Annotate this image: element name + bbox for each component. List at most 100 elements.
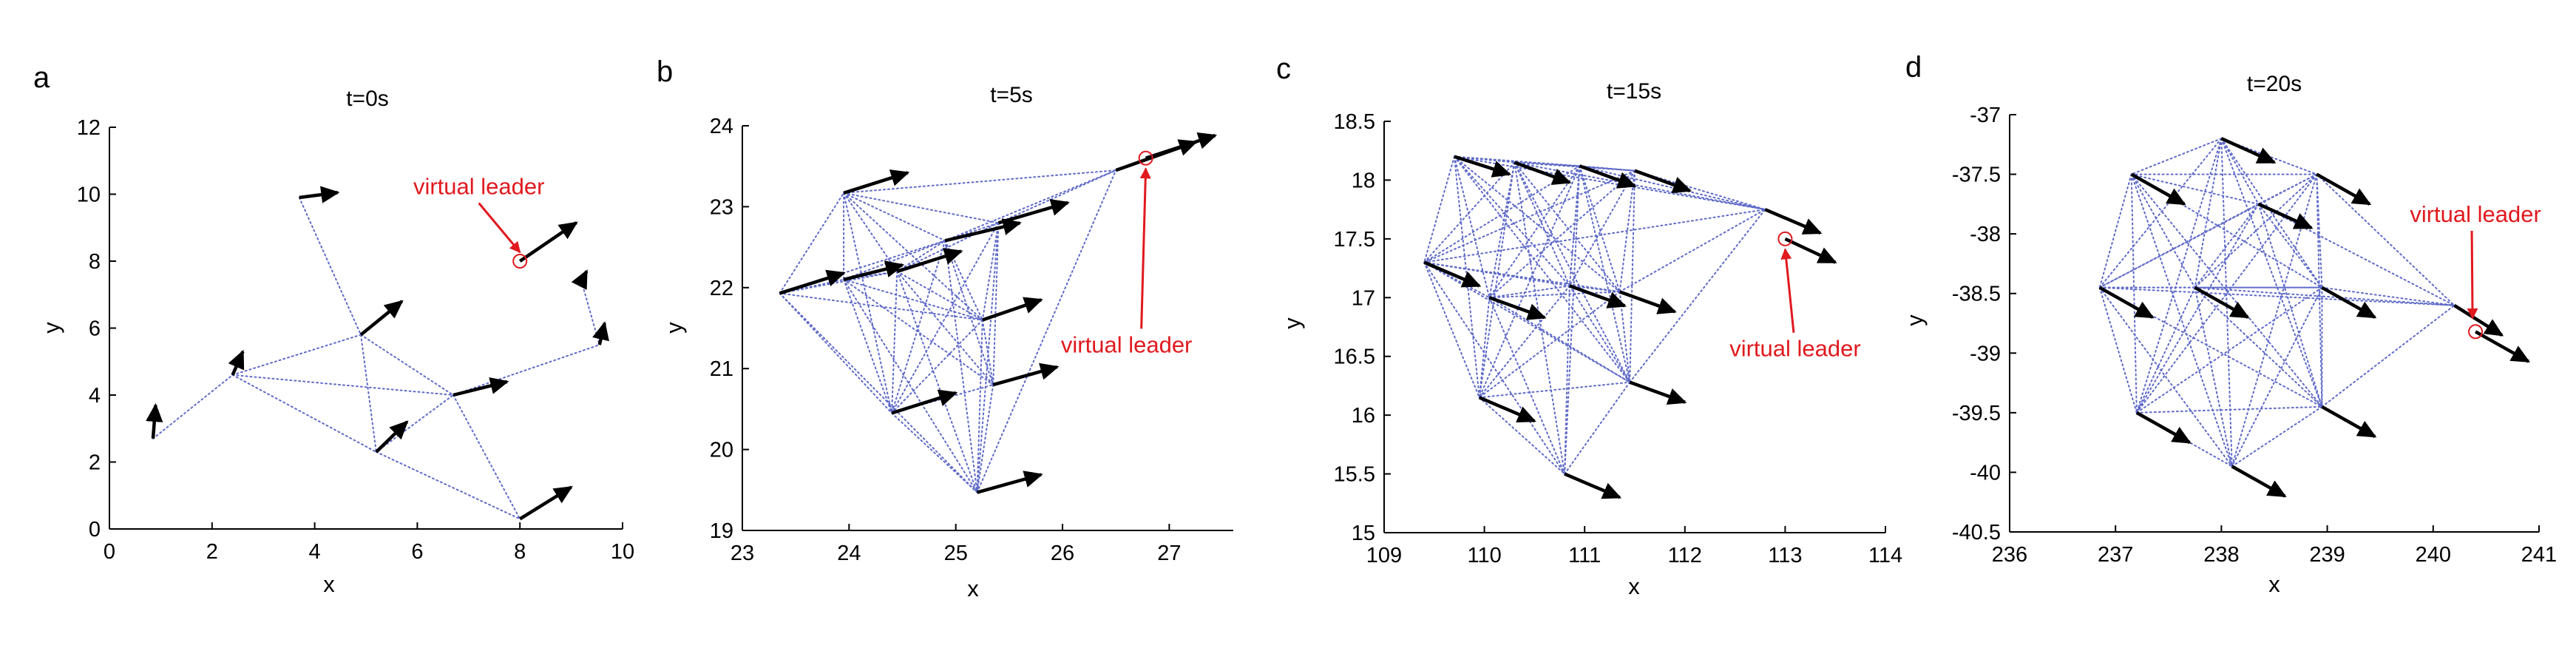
y-tick-label: 15.5 [1334,463,1375,487]
communication-edge [1453,155,1631,383]
communication-edge [2316,173,2323,289]
communication-edge [2231,405,2323,468]
communication-edge [976,384,994,493]
agent-arrow [2135,411,2192,445]
communication-edge [891,319,983,414]
communication-edge [2135,173,2318,414]
communication-edge [452,394,521,520]
chart-title-c: t=15s [1607,79,1661,104]
communication-edge [843,192,946,242]
communication-edge [1579,165,1636,172]
y-tick-label: 16 [1352,404,1375,428]
x-tick-label: 239 [2309,543,2345,567]
agent-arrow [2321,286,2377,319]
agent-arrow [1619,290,1677,314]
plot-area-c: 109 110 111 112 113 114 15 15.5 16 16.5 17 17.5 18 18… [1334,110,1903,567]
communication-edge [2098,138,2223,289]
chart-title-b: t=5s [990,83,1033,107]
y-tick-label: 19 [710,519,733,543]
leader-annotation-a: virtual leader [413,174,544,200]
communication-edge [843,240,946,280]
communication-edge [2135,203,2260,414]
communication-edge [2130,138,2223,175]
y-tick-label: 18 [1352,169,1375,192]
annotation-arrow [1780,248,1795,333]
communication-edge [2257,203,2323,408]
y-tick-label: -38 [1970,223,2001,246]
communication-edge [1579,165,1621,293]
virtual-leader-marker [1138,150,1153,166]
virtual-leader-marker [512,254,528,269]
x-tick-label: 240 [2416,543,2451,567]
agent-arrow [997,198,1070,225]
communication-edge [2194,203,2260,289]
x-axis-label-b: x [967,576,979,601]
y-tick-label: 21 [710,357,733,381]
x-tick-label: 238 [2203,543,2239,567]
x-tick-label: 114 [1868,544,1902,567]
agent-arrow [944,218,1022,243]
communication-edge [2098,286,2233,468]
communication-edge [891,412,978,493]
communication-edge [1478,297,1491,399]
communication-edge [1488,161,1516,299]
communication-edge [896,270,983,321]
communication-edge [1564,285,1570,475]
communication-edge [891,240,946,414]
communication-edge [1488,297,1631,383]
communication-edge [1564,165,1581,475]
y-tick-label: 20 [710,439,733,462]
agent-arrow [896,248,963,274]
agent-arrow [1579,164,1637,189]
agent-arrow [2257,202,2314,230]
x-tick-label: 10 [611,540,634,564]
communication-edge [896,270,978,493]
communication-edge [944,169,1117,242]
communication-edge [843,192,983,321]
y-axis-label-c: y [1279,317,1305,329]
communication-edge [1629,209,1766,383]
communication-edge [896,270,994,386]
communication-edge [2257,203,2455,306]
x-axis-label-c: x [1628,573,1640,599]
communication-edge [360,334,377,453]
communication-edge [2130,173,2138,414]
y-tick-label: -40.5 [1952,521,2001,545]
agent-arrow [1488,296,1547,320]
communication-edge [976,319,983,493]
communication-edge [152,374,234,439]
communication-edge [1514,161,1631,383]
communication-edge [1423,155,1455,263]
y-tick-label: 6 [89,317,101,341]
communication-edge [2135,286,2323,414]
communication-edge [2194,138,2223,289]
communication-edge [976,169,1117,493]
x-tick-label: 111 [1568,544,1601,567]
agent-arrow [146,402,163,439]
communication-edge [1453,155,1766,211]
communication-edge [2098,203,2260,289]
agent-arrow [375,420,409,454]
y-tick-label: 2 [89,451,101,475]
communication-edge [2220,138,2323,408]
agent-arrow [1569,284,1627,309]
panel-c: c t=15s x y virtual leader 109 110 111 112 1… [1276,53,1902,599]
communication-edge [1478,397,1566,475]
communication-edge [2098,173,2132,289]
chart-title-d: t=20s [2247,72,2302,96]
communication-edge [1488,285,1570,299]
communication-edge [375,451,521,520]
communication-edge [1478,291,1621,399]
communication-edge [360,334,454,396]
communication-edge [1514,161,1566,475]
y-axis-label-a: y [38,322,64,334]
agent-arrow [2194,286,2250,319]
agent-arrow [843,260,905,282]
agent-arrow [1514,161,1572,185]
panel-d: d t=20s x y virtual leader 236 237 238 239 2… [1902,51,2557,597]
communication-edge [1423,261,1621,293]
y-axis-label-d: y [1902,314,1928,326]
panel-b: b t=5s x y virtual leader 23 24 25 26 27 19 20… [657,55,1233,601]
communication-edge [843,192,893,414]
